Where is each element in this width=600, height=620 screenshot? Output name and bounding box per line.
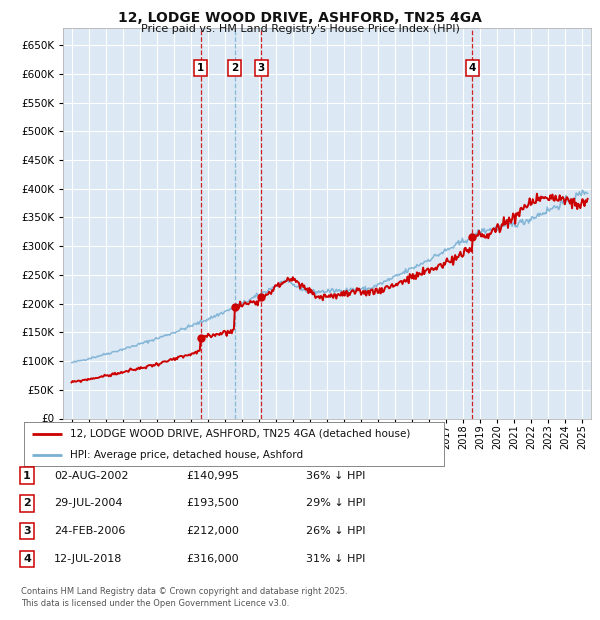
Text: Price paid vs. HM Land Registry's House Price Index (HPI): Price paid vs. HM Land Registry's House … xyxy=(140,24,460,33)
Text: 12, LODGE WOOD DRIVE, ASHFORD, TN25 4GA (detached house): 12, LODGE WOOD DRIVE, ASHFORD, TN25 4GA … xyxy=(70,428,410,439)
Text: 4: 4 xyxy=(23,554,31,564)
Text: 36% ↓ HPI: 36% ↓ HPI xyxy=(306,471,365,480)
Text: 31% ↓ HPI: 31% ↓ HPI xyxy=(306,554,365,564)
Text: 3: 3 xyxy=(257,63,265,73)
Text: 1: 1 xyxy=(23,471,31,480)
Text: 29% ↓ HPI: 29% ↓ HPI xyxy=(306,498,365,508)
Text: 24-FEB-2006: 24-FEB-2006 xyxy=(54,526,125,536)
Text: This data is licensed under the Open Government Licence v3.0.: This data is licensed under the Open Gov… xyxy=(21,598,289,608)
Text: Contains HM Land Registry data © Crown copyright and database right 2025.: Contains HM Land Registry data © Crown c… xyxy=(21,587,347,596)
Text: £193,500: £193,500 xyxy=(186,498,239,508)
Text: 29-JUL-2004: 29-JUL-2004 xyxy=(54,498,122,508)
Text: HPI: Average price, detached house, Ashford: HPI: Average price, detached house, Ashf… xyxy=(70,450,304,460)
Text: 2: 2 xyxy=(23,498,31,508)
Text: 26% ↓ HPI: 26% ↓ HPI xyxy=(306,526,365,536)
Text: £212,000: £212,000 xyxy=(186,526,239,536)
Text: 2: 2 xyxy=(231,63,238,73)
Text: 1: 1 xyxy=(197,63,204,73)
Text: £316,000: £316,000 xyxy=(186,554,239,564)
Text: 12-JUL-2018: 12-JUL-2018 xyxy=(54,554,122,564)
Text: £140,995: £140,995 xyxy=(186,471,239,480)
Text: 4: 4 xyxy=(469,63,476,73)
Text: 02-AUG-2002: 02-AUG-2002 xyxy=(54,471,128,480)
Text: 3: 3 xyxy=(23,526,31,536)
Text: 12, LODGE WOOD DRIVE, ASHFORD, TN25 4GA: 12, LODGE WOOD DRIVE, ASHFORD, TN25 4GA xyxy=(118,11,482,25)
